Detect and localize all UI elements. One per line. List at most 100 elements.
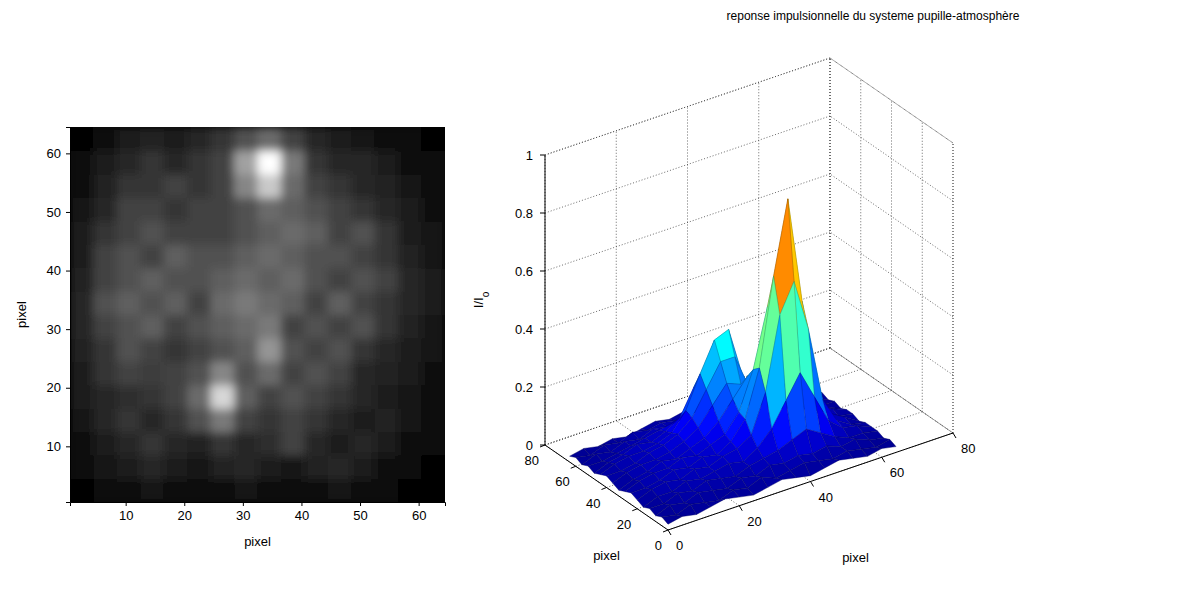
y-axis-tick: 30	[47, 322, 70, 337]
cell	[70, 221, 94, 245]
grid-line	[830, 290, 953, 375]
cell	[70, 150, 94, 174]
cell	[140, 315, 164, 339]
y-axis-tick: 60	[47, 146, 70, 161]
cell	[304, 385, 328, 409]
cell	[398, 150, 422, 174]
cell	[70, 385, 94, 409]
cell	[187, 361, 211, 385]
cell	[211, 174, 235, 198]
surface-patch	[727, 478, 747, 490]
x-tick-mark	[668, 530, 671, 535]
cell	[375, 127, 399, 151]
surface-patch	[735, 466, 755, 478]
cell	[351, 150, 375, 174]
cell	[211, 361, 235, 385]
cell	[258, 385, 282, 409]
cell	[140, 221, 164, 245]
cell	[93, 150, 117, 174]
cell	[140, 361, 164, 385]
x-axis-tick: 10	[119, 502, 133, 523]
cell	[304, 291, 328, 315]
cell	[398, 432, 422, 456]
cell	[304, 338, 328, 362]
cell	[117, 361, 141, 385]
cell	[93, 361, 117, 385]
cell	[140, 455, 164, 479]
surface-patch	[680, 469, 700, 481]
cell	[140, 291, 164, 315]
y-tick-mark	[632, 509, 637, 511]
surface-patch	[719, 490, 739, 501]
cell	[258, 455, 282, 479]
cell	[281, 174, 305, 198]
cell	[258, 408, 282, 432]
cell	[70, 268, 94, 292]
y-axis-line	[545, 445, 668, 530]
cell	[398, 315, 422, 339]
y-axis-tick-mark	[66, 212, 70, 213]
grid-line	[616, 131, 617, 421]
cell	[93, 174, 117, 198]
grid-line	[830, 58, 953, 143]
cell	[304, 221, 328, 245]
cell	[351, 338, 375, 362]
cell	[93, 432, 117, 456]
cell	[187, 221, 211, 245]
cell	[422, 479, 445, 502]
cell	[93, 479, 117, 502]
z-tick-label: 0.2	[515, 380, 533, 395]
surface-patch	[876, 439, 896, 448]
cell	[281, 268, 305, 292]
grid-line	[860, 79, 861, 369]
x-axis: 102030405060	[71, 502, 446, 523]
cell	[140, 385, 164, 409]
cell	[117, 338, 141, 362]
cell	[117, 408, 141, 432]
y-axis-tick-label: 10	[47, 439, 61, 454]
x-tick-label: 60	[890, 465, 904, 480]
y-tick-mark	[571, 466, 576, 468]
cell	[164, 221, 188, 245]
cell	[281, 408, 305, 432]
cell	[281, 338, 305, 362]
cell	[70, 455, 94, 479]
cell	[351, 408, 375, 432]
cell	[70, 197, 94, 221]
cell	[93, 197, 117, 221]
cell	[234, 221, 258, 245]
cell	[351, 385, 375, 409]
grid-line	[545, 155, 546, 445]
cell	[422, 385, 445, 409]
cell	[328, 432, 352, 456]
cell	[117, 197, 141, 221]
y-axis-tick-mark	[66, 388, 70, 389]
cell	[375, 385, 399, 409]
surface-patch	[688, 457, 708, 469]
cell	[70, 244, 94, 268]
y-axis-tick: 50	[47, 205, 70, 220]
cell	[211, 432, 235, 456]
grid-line	[891, 101, 892, 391]
cell	[187, 127, 211, 151]
surface-patch	[672, 481, 692, 493]
cell	[70, 479, 94, 502]
cell	[304, 479, 328, 502]
cell	[398, 268, 422, 292]
grid-line	[830, 232, 953, 317]
surface-patch	[668, 458, 688, 470]
cell	[398, 479, 422, 502]
cell	[234, 127, 258, 151]
cell	[140, 150, 164, 174]
cell	[281, 244, 305, 268]
cell	[93, 244, 117, 268]
x-axis-tick-label: 30	[236, 508, 250, 523]
x-axis-line	[71, 503, 446, 507]
cell	[375, 338, 399, 362]
cell	[211, 338, 235, 362]
grid-line	[830, 58, 831, 348]
cell	[304, 127, 328, 151]
cell	[187, 197, 211, 221]
cell	[351, 197, 375, 221]
cell	[375, 361, 399, 385]
